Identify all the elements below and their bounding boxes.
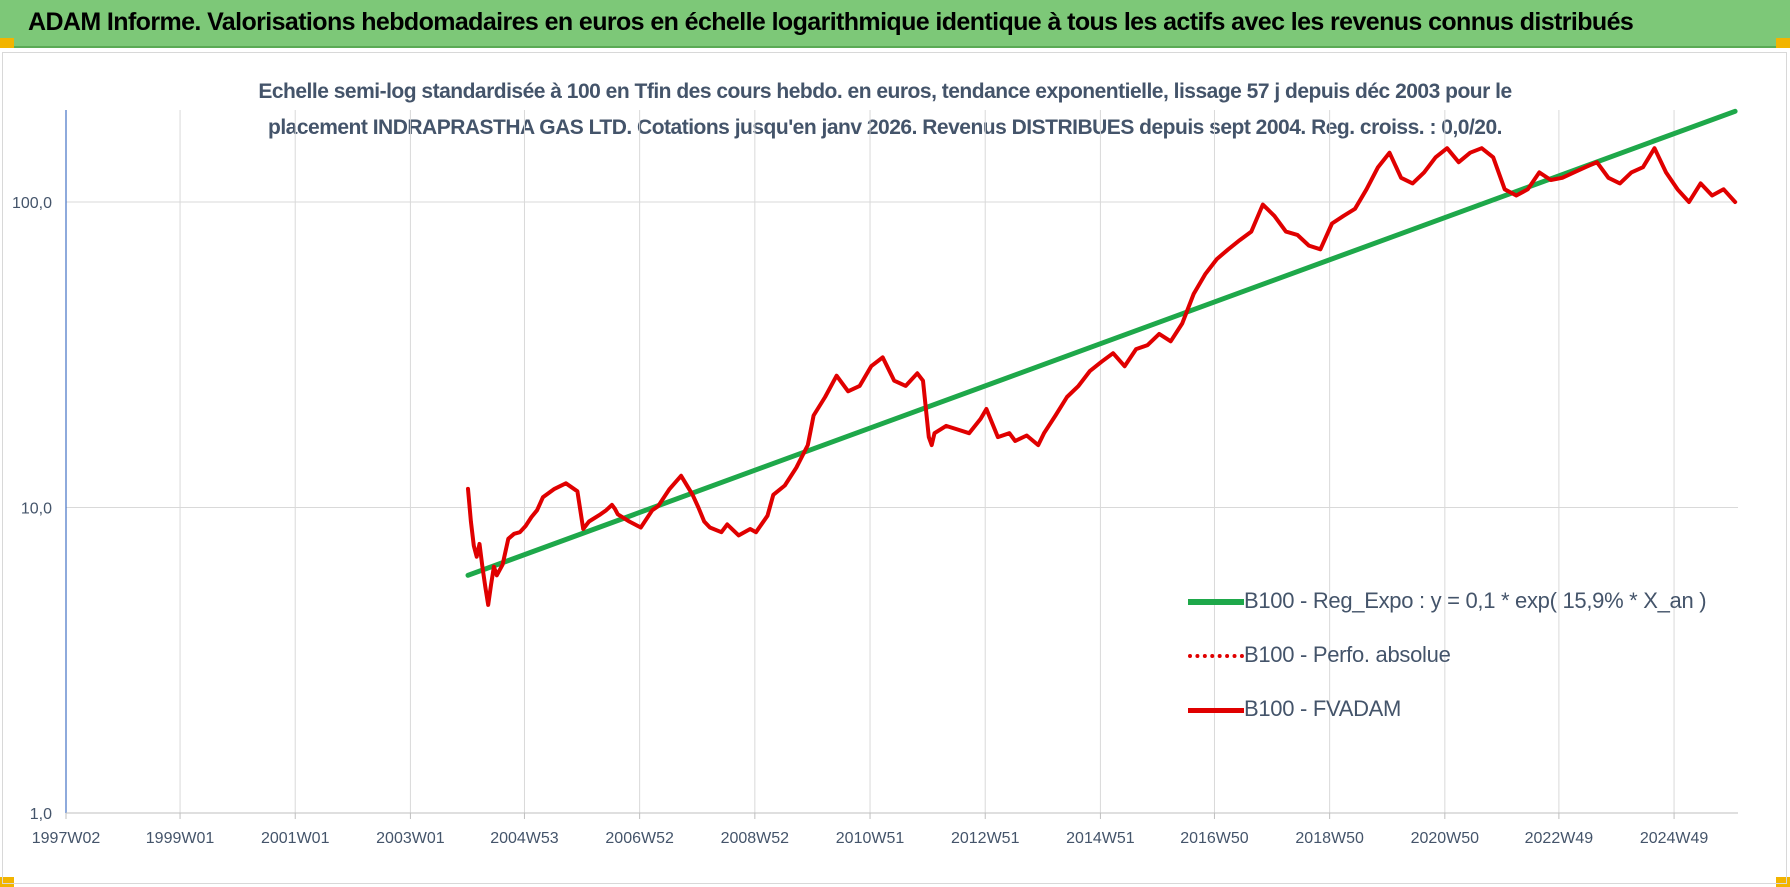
legend-swatch-fvadam bbox=[1188, 708, 1244, 713]
series-reg-expo-line bbox=[465, 108, 1738, 578]
chart-subtitle-line-2: placement INDRAPRASTHA GAS LTD. Cotation… bbox=[268, 116, 1503, 139]
x-tick-label-11: 2018W50 bbox=[1295, 830, 1364, 847]
chart-subtitle: Echelle semi-log standardisée à 100 en T… bbox=[200, 74, 1570, 146]
x-tick-label-2: 2001W01 bbox=[261, 830, 330, 847]
x-tick-label-6: 2008W52 bbox=[721, 830, 790, 847]
legend-swatch-perfo-absolue bbox=[1188, 654, 1244, 658]
x-tick-label-14: 2024W49 bbox=[1640, 830, 1709, 847]
x-tick-label-10: 2016W50 bbox=[1180, 830, 1249, 847]
legend-label-perfo-absolue: B100 - Perfo. absolue bbox=[1244, 642, 1451, 667]
x-tick-label-12: 2020W50 bbox=[1411, 830, 1480, 847]
legend-label-fvadam: B100 - FVADAM bbox=[1244, 696, 1402, 721]
x-tick-label-13: 2022W49 bbox=[1525, 830, 1594, 847]
legend-swatch-reg-expo bbox=[1188, 599, 1244, 605]
x-tick-label-0: 1997W02 bbox=[32, 830, 101, 847]
x-tick-label-7: 2010W51 bbox=[836, 830, 905, 847]
corner-marker-bottom-right bbox=[1776, 877, 1790, 887]
x-tick-label-4: 2004W53 bbox=[490, 830, 559, 847]
corner-marker-bottom-left bbox=[0, 877, 14, 887]
corner-marker-top-left bbox=[0, 38, 14, 48]
x-tick-label-5: 2006W52 bbox=[605, 830, 674, 847]
chart-subtitle-line-1: Echelle semi-log standardisée à 100 en T… bbox=[258, 80, 1512, 103]
x-tick-label-8: 2012W51 bbox=[951, 830, 1020, 847]
header-title: ADAM Informe. Valorisations hebdomadaire… bbox=[28, 8, 1634, 36]
y-tick-label-0: 1,0 bbox=[30, 806, 52, 823]
plot-area-border bbox=[2, 52, 1787, 884]
header-banner: ADAM Informe. Valorisations hebdomadaire… bbox=[0, 0, 1790, 48]
x-tick-label-9: 2014W51 bbox=[1066, 830, 1135, 847]
legend-label-reg-expo: B100 - Reg_Expo : y = 0,1 * exp( 15,9% *… bbox=[1244, 588, 1707, 613]
x-tick-label-3: 2003W01 bbox=[376, 830, 445, 847]
series-fvadam-line bbox=[466, 146, 1738, 607]
y-tick-label-1: 10,0 bbox=[21, 500, 52, 517]
y-tick-label-2: 100,0 bbox=[12, 195, 52, 212]
x-tick-label-1: 1999W01 bbox=[146, 830, 215, 847]
corner-marker-top-right bbox=[1776, 38, 1790, 48]
